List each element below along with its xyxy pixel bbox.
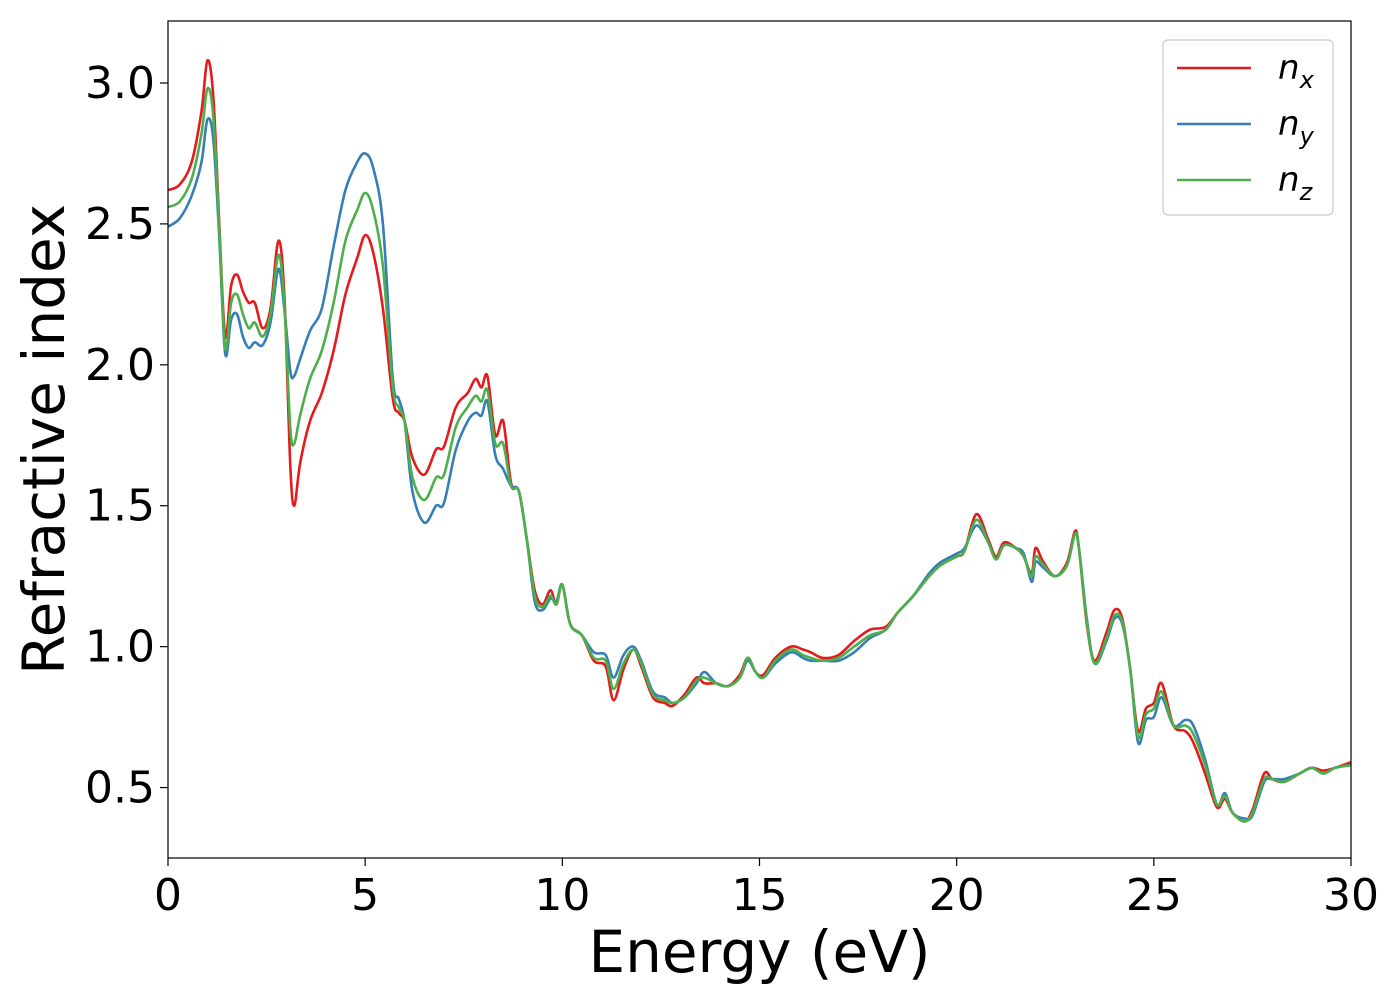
x-tick-label: 10 <box>534 870 590 921</box>
y-tick-label: 1.0 <box>85 622 155 673</box>
x-tick-label: 0 <box>154 870 182 921</box>
x-tick-label: 25 <box>1126 870 1182 921</box>
y-tick-label: 3.0 <box>85 58 155 109</box>
x-tick-label: 15 <box>732 870 788 921</box>
y-axis-label: Refractive index <box>10 204 78 675</box>
y-tick-label: 0.5 <box>85 763 155 814</box>
x-axis-label: Energy (eV) <box>588 918 930 986</box>
legend-box <box>1162 39 1334 216</box>
axis-ticks: 0 5 10 15 20 25 30 0.5 1.0 1.5 2.0 2.5 3.0 <box>85 58 1379 921</box>
y-tick-label: 1.5 <box>85 481 155 532</box>
x-tick-label: 30 <box>1323 870 1379 921</box>
x-tick-label: 5 <box>351 870 379 921</box>
x-tick-label: 20 <box>929 870 985 921</box>
series-line-nz <box>168 86 1351 823</box>
y-tick-label: 2.5 <box>85 199 155 250</box>
series-lines <box>168 58 1351 823</box>
y-tick-label: 2.0 <box>85 340 155 391</box>
